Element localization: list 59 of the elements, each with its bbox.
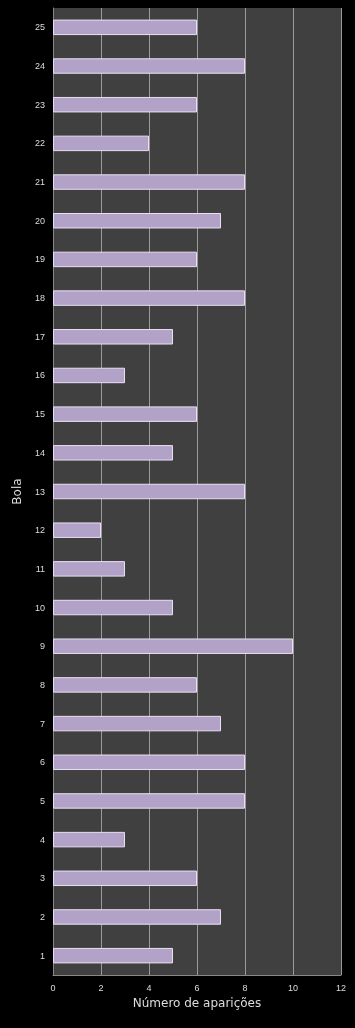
x-axis-title: Número de aparições — [132, 996, 262, 1010]
y-tick-label: 2 — [39, 911, 45, 922]
x-tick-label: 4 — [146, 982, 152, 993]
x-tick-label: 6 — [194, 982, 200, 993]
y-tick-label: 13 — [34, 486, 45, 497]
bar — [53, 96, 197, 113]
y-tick-label: 5 — [39, 795, 45, 806]
bar — [53, 522, 101, 538]
bar — [53, 793, 245, 809]
bar — [53, 754, 245, 770]
bar — [53, 677, 197, 693]
y-tick-label: 4 — [39, 834, 45, 845]
x-tick-label: 12 — [335, 982, 347, 993]
bar — [53, 947, 173, 964]
bar — [53, 406, 197, 422]
bar — [53, 599, 173, 616]
x-tick-label: 2 — [98, 982, 104, 993]
y-tick-label: 18 — [34, 293, 45, 304]
bar — [53, 213, 221, 229]
bar — [53, 445, 173, 461]
y-tick-label: 15 — [34, 409, 45, 420]
bar — [53, 870, 197, 887]
bar — [53, 135, 149, 152]
y-tick-label: 24 — [34, 61, 45, 72]
bar — [53, 367, 125, 384]
bar — [53, 638, 293, 654]
y-tick-label: 16 — [34, 370, 45, 381]
y-tick-label: 11 — [35, 563, 45, 574]
y-tick-label: 23 — [34, 99, 45, 110]
y-tick-label: 7 — [39, 718, 45, 729]
bar — [53, 329, 173, 345]
y-tick-label: 19 — [34, 254, 45, 265]
y-tick-label: 21 — [34, 177, 45, 188]
y-tick-label: 6 — [39, 757, 45, 768]
x-tick-label: 10 — [287, 982, 299, 993]
y-tick-label: 9 — [39, 641, 45, 652]
y-axis-title: Bola — [10, 478, 24, 505]
bar — [53, 483, 245, 500]
bar — [53, 831, 125, 848]
y-tick-label: 20 — [34, 215, 45, 226]
bar — [53, 58, 245, 74]
bar — [53, 174, 245, 190]
y-tick-label: 10 — [34, 602, 45, 613]
bar — [53, 715, 221, 732]
x-tick-label: 8 — [242, 982, 248, 993]
y-tick-label: 3 — [39, 873, 45, 884]
y-tick-label: 8 — [39, 679, 45, 690]
y-tick-label: 22 — [34, 138, 45, 149]
bar — [53, 909, 221, 925]
y-tick-label: 25 — [34, 22, 45, 33]
bar — [53, 561, 125, 577]
x-tick-label: 0 — [50, 982, 56, 993]
y-tick-label: 14 — [34, 447, 45, 458]
bar — [53, 19, 197, 36]
y-tick-label: 17 — [34, 331, 45, 342]
bar — [53, 290, 245, 306]
y-tick-label: 12 — [34, 525, 45, 536]
bar — [53, 251, 197, 268]
y-tick-label: 1 — [39, 950, 45, 961]
